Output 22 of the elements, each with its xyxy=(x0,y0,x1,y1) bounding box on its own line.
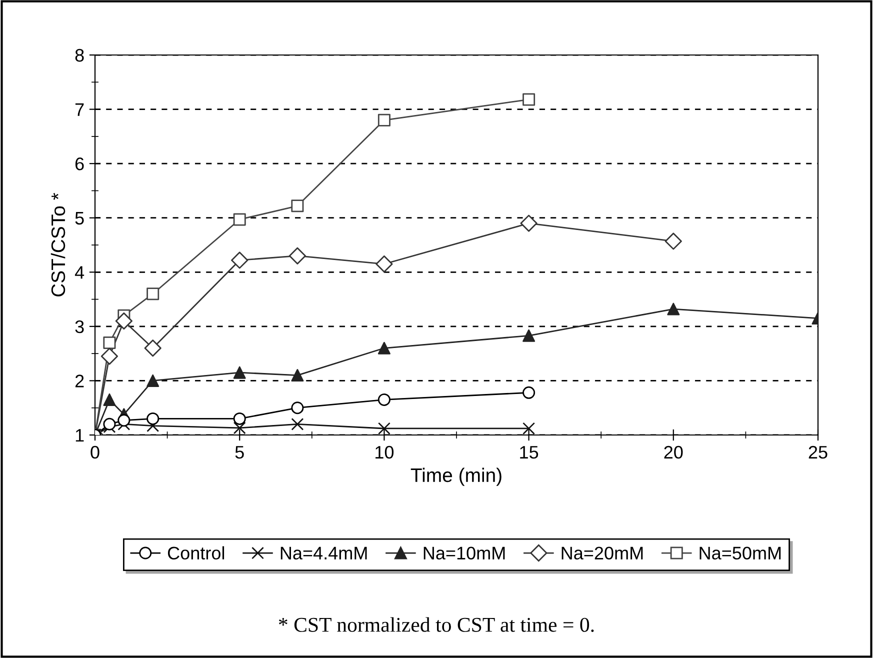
legend-label: Na=4.4mM xyxy=(280,546,367,560)
y-tick-label: 5 xyxy=(75,212,84,225)
y-tick-label: 1 xyxy=(76,429,84,442)
y-axis-title: CST/CSTo * xyxy=(50,192,66,296)
x-tick-label: 10 xyxy=(376,446,394,459)
x-axis-title: Time (min) xyxy=(410,468,502,486)
y-tick-label: 8 xyxy=(75,48,84,62)
legend-label: Na=50mM xyxy=(700,546,781,560)
legend-label: Na=20mM xyxy=(562,546,643,560)
y-tick-label: 6 xyxy=(75,158,84,170)
y-tick-label: 4 xyxy=(74,266,84,279)
legend-label: Na=10mM xyxy=(424,546,505,560)
legend-label: Control xyxy=(168,546,224,560)
y-tick-label: 7 xyxy=(75,103,84,116)
x-tick-label: 15 xyxy=(520,446,538,459)
x-tick-label: 25 xyxy=(808,446,828,459)
x-tick-label: 0 xyxy=(90,446,100,459)
text: * CST normalized to CST at time = 0. xyxy=(278,617,594,632)
x-tick-label: 20 xyxy=(664,446,683,459)
x-tick-label: 5 xyxy=(235,446,244,459)
y-tick-label: 2 xyxy=(75,374,84,388)
y-tick-label: 3 xyxy=(75,320,84,334)
